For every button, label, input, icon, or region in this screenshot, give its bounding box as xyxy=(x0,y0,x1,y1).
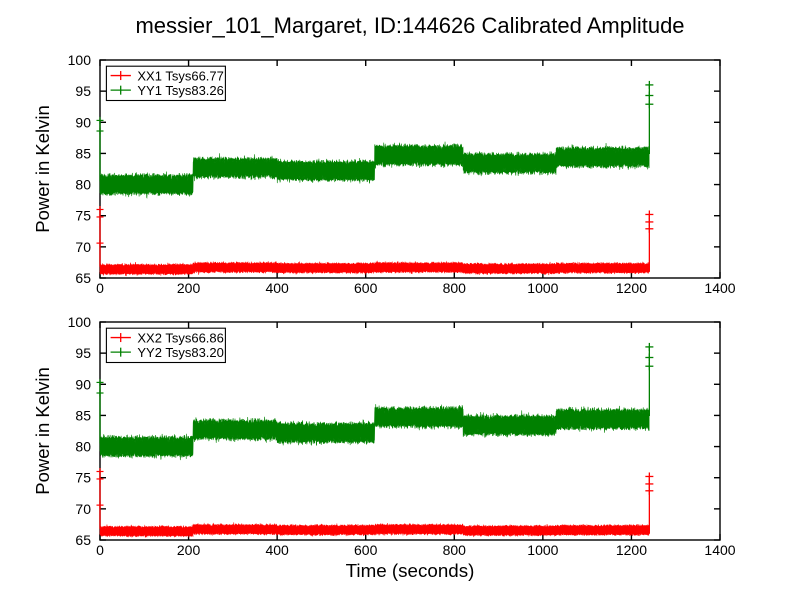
svg-text:600: 600 xyxy=(354,542,378,558)
svg-text:85: 85 xyxy=(75,407,91,423)
svg-text:1000: 1000 xyxy=(527,280,558,296)
svg-text:65: 65 xyxy=(75,532,91,548)
svg-text:65: 65 xyxy=(75,270,91,286)
svg-text:1400: 1400 xyxy=(704,542,735,558)
svg-text:800: 800 xyxy=(443,542,467,558)
svg-text:95: 95 xyxy=(75,345,91,361)
svg-text:800: 800 xyxy=(443,280,467,296)
svg-text:1000: 1000 xyxy=(527,542,558,558)
svg-text:0: 0 xyxy=(96,280,104,296)
svg-text:0: 0 xyxy=(96,542,104,558)
svg-text:70: 70 xyxy=(75,239,91,255)
svg-text:1200: 1200 xyxy=(616,542,647,558)
svg-text:100: 100 xyxy=(68,52,92,68)
svg-text:400: 400 xyxy=(265,280,289,296)
svg-text:80: 80 xyxy=(75,177,91,193)
svg-text:Power in Kelvin: Power in Kelvin xyxy=(32,105,53,233)
svg-text:90: 90 xyxy=(75,114,91,130)
svg-text:1200: 1200 xyxy=(616,280,647,296)
svg-text:90: 90 xyxy=(75,376,91,392)
svg-text:85: 85 xyxy=(75,145,91,161)
svg-text:Power in Kelvin: Power in Kelvin xyxy=(32,367,53,495)
svg-text:Time (seconds): Time (seconds) xyxy=(346,560,475,581)
svg-text:YY2 Tsys83.20: YY2 Tsys83.20 xyxy=(137,345,223,360)
svg-text:100: 100 xyxy=(68,314,92,330)
svg-text:messier_101_Margaret, ID:14462: messier_101_Margaret, ID:144626 Calibrat… xyxy=(135,13,684,38)
svg-text:1400: 1400 xyxy=(704,280,735,296)
svg-text:80: 80 xyxy=(75,439,91,455)
svg-text:75: 75 xyxy=(75,470,91,486)
svg-text:600: 600 xyxy=(354,280,378,296)
svg-text:YY1 Tsys83.26: YY1 Tsys83.26 xyxy=(137,83,223,98)
svg-text:95: 95 xyxy=(75,83,91,99)
svg-text:XX1 Tsys66.77: XX1 Tsys66.77 xyxy=(137,69,223,84)
svg-text:200: 200 xyxy=(177,280,201,296)
svg-text:XX2 Tsys66.86: XX2 Tsys66.86 xyxy=(137,331,223,346)
svg-text:75: 75 xyxy=(75,208,91,224)
svg-text:200: 200 xyxy=(177,542,201,558)
svg-text:400: 400 xyxy=(265,542,289,558)
svg-text:70: 70 xyxy=(75,501,91,517)
